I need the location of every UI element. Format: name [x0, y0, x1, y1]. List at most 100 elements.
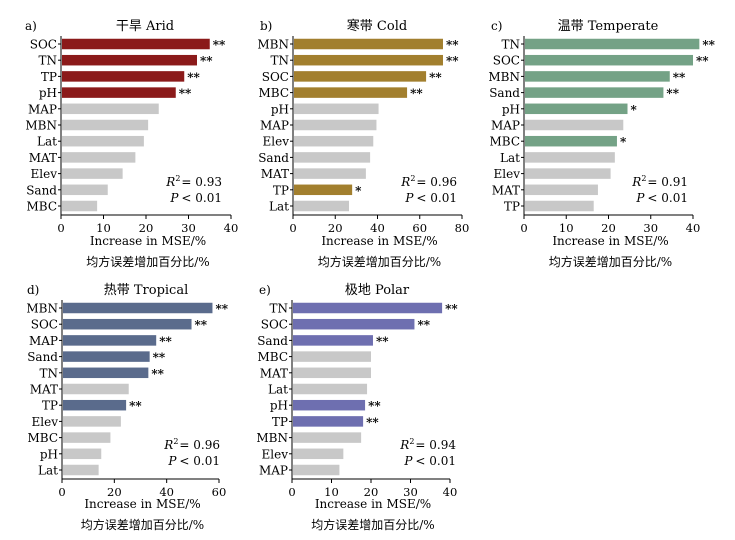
- category-label: pH: [40, 447, 58, 461]
- r2-annotation: R2= 0.96: [400, 174, 457, 189]
- x-axis-label-cn: 均方误差增加百分比/%: [318, 254, 441, 269]
- bar-tn: [63, 367, 149, 379]
- category-label: MAP: [491, 119, 520, 133]
- category-label: Lat: [268, 383, 288, 397]
- category-label: Sand: [27, 350, 58, 364]
- significance-label: **: [213, 38, 226, 52]
- bar-mat: [62, 152, 136, 163]
- r2-value: = 0.93: [181, 175, 222, 189]
- significance-label: **: [153, 351, 166, 365]
- r2-symbol: R: [399, 438, 409, 452]
- category-label: MAT: [260, 366, 288, 380]
- category-label: TN: [269, 302, 288, 316]
- category-label: SOC: [262, 70, 289, 84]
- x-tick-label: 40: [159, 485, 174, 499]
- x-tick-label: 0: [520, 221, 527, 235]
- bar-soc: [62, 38, 210, 50]
- bar-lat: [525, 152, 615, 163]
- category-label: Lat: [500, 151, 520, 165]
- category-label: TP: [272, 415, 288, 429]
- x-tick-label: 40: [686, 221, 701, 235]
- r2-exponent: 2: [409, 437, 414, 446]
- panel-5: e) 极地 Polar TN ** SOC ** Sand ** MBC MAT Lat pH ** TP…: [256, 283, 458, 532]
- category-label: TN: [501, 38, 520, 52]
- panel-title: 温带 Temperate: [558, 19, 659, 34]
- category-label: MAP: [29, 334, 58, 348]
- category-label: pH: [39, 86, 57, 100]
- x-axis-label: Increase in MSE/%: [552, 234, 668, 248]
- category-label: Sand: [26, 183, 57, 197]
- significance-label: **: [429, 70, 442, 84]
- x-tick-label: 20: [328, 221, 343, 235]
- bar-map: [293, 464, 340, 476]
- x-tick-label: 40: [370, 221, 385, 235]
- category-label: Lat: [269, 200, 289, 214]
- p-value: < 0.01: [415, 454, 456, 468]
- significance-label: **: [446, 54, 459, 68]
- x-tick-label: 30: [181, 221, 196, 235]
- x-tick-label: 10: [559, 221, 574, 235]
- panel-title: 极地 Polar: [345, 283, 410, 298]
- category-label: Elev: [262, 447, 289, 461]
- x-axis-label: Increase in MSE/%: [84, 497, 200, 511]
- category-label: Elev: [31, 167, 58, 181]
- panel-3: c) 温带 Temperate TN ** SOC ** MBN ** Sand ** pH * MAP…: [488, 19, 715, 269]
- bar-mat: [293, 367, 371, 379]
- x-tick-label: 20: [107, 485, 122, 499]
- significance-label: **: [366, 415, 379, 429]
- panel-title: 热带 Tropical: [104, 283, 189, 298]
- x-tick-label: 60: [212, 485, 227, 499]
- bar-mbc: [62, 200, 98, 212]
- panel-4: d) 热带 Tropical MBN ** SOC ** MAP ** Sand ** TN ** MA…: [26, 283, 228, 532]
- x-tick-label: 40: [224, 221, 239, 235]
- significance-label: **: [129, 399, 142, 413]
- category-label: MAT: [261, 167, 289, 181]
- category-label: Sand: [489, 86, 520, 100]
- x-tick-label: 40: [443, 485, 458, 499]
- x-axis-label: Increase in MSE/%: [321, 234, 437, 248]
- panel-letter: d): [27, 283, 39, 297]
- x-tick-label: 0: [288, 485, 295, 499]
- bar-mat: [294, 168, 366, 179]
- x-axis-label-cn: 均方误差增加百分比/%: [549, 254, 672, 269]
- category-label: TN: [39, 366, 58, 380]
- bar-soc: [525, 54, 693, 66]
- bar-tn: [293, 302, 443, 314]
- category-label: MAP: [259, 464, 288, 478]
- bar-sand: [293, 335, 373, 346]
- p-value: < 0.01: [179, 454, 220, 468]
- significance-label: **: [200, 54, 213, 68]
- bar-tp: [293, 416, 364, 427]
- bar-soc: [294, 71, 427, 82]
- p-symbol: P: [403, 454, 413, 468]
- bar-lat: [294, 200, 349, 212]
- bar-elev: [62, 168, 123, 179]
- x-axis-label-cn: 均方误差增加百分比/%: [311, 517, 434, 532]
- category-label: MBC: [489, 135, 520, 149]
- category-label: MBN: [26, 302, 58, 316]
- bar-mbn: [62, 119, 149, 131]
- significance-label: **: [673, 70, 686, 84]
- p-value: < 0.01: [416, 191, 457, 205]
- bar-ph: [525, 103, 628, 115]
- bar-map: [62, 103, 159, 115]
- r2-symbol: R: [631, 175, 641, 189]
- bar-sand: [525, 87, 664, 98]
- panel-letter: c): [491, 19, 502, 33]
- r2-exponent: 2: [175, 174, 180, 183]
- bar-mbc: [525, 135, 617, 147]
- category-label: MAT: [492, 183, 520, 197]
- category-label: TP: [273, 183, 289, 197]
- category-label: pH: [270, 399, 288, 413]
- panel-letter: b): [260, 19, 272, 33]
- bar-sand: [63, 351, 150, 362]
- category-label: SOC: [31, 318, 58, 332]
- bar-ph: [294, 103, 379, 115]
- bar-mbn: [525, 71, 670, 82]
- x-axis-label: Increase in MSE/%: [315, 497, 431, 511]
- r2-exponent: 2: [173, 437, 178, 446]
- significance-label: **: [187, 70, 200, 84]
- bar-soc: [63, 318, 192, 330]
- category-label: Elev: [32, 415, 59, 429]
- x-tick-label: 30: [643, 221, 658, 235]
